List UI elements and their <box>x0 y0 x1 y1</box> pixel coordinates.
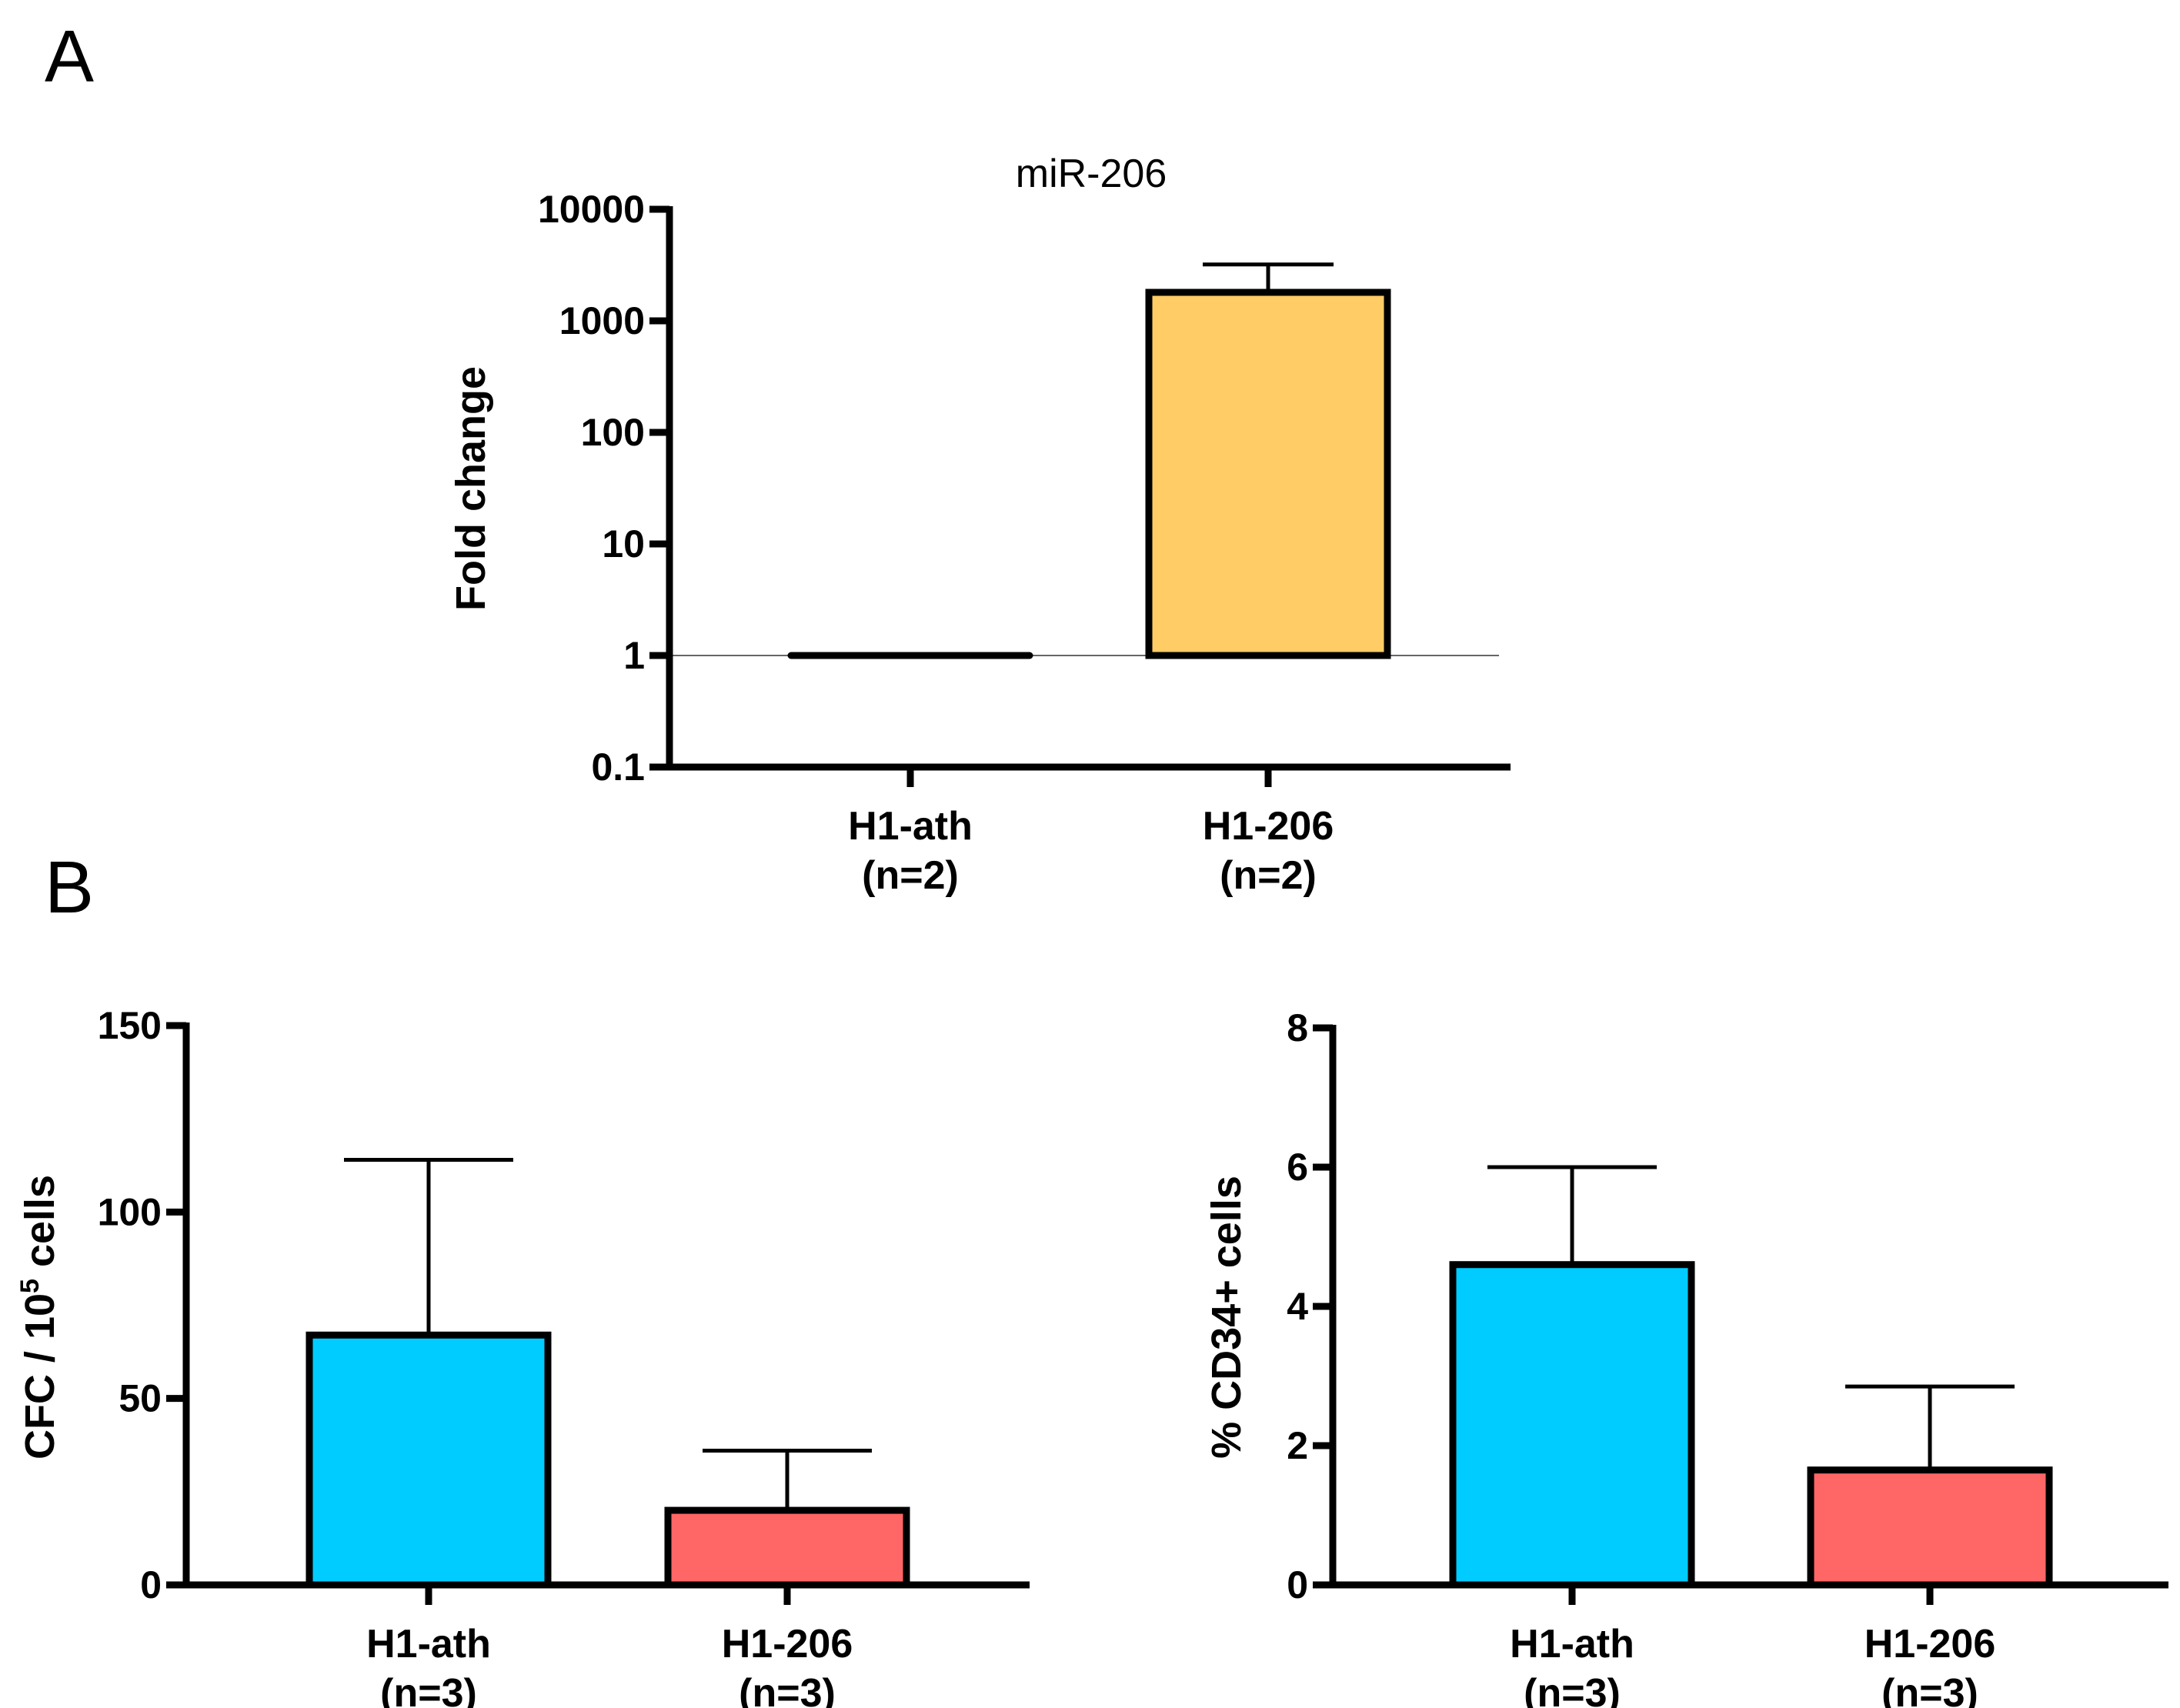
y-axis-title-text: Fold change <box>448 366 494 611</box>
y-tick-label: 1000 <box>559 299 645 342</box>
y-tick-label: 6 <box>1287 1146 1308 1189</box>
y-tick-label: 0 <box>1287 1563 1308 1606</box>
category-label: H1-206 <box>1865 1622 1996 1666</box>
y-axis-title-text: % CD34+ cells <box>1204 1176 1250 1459</box>
bar <box>1145 289 1391 659</box>
y-axis-title: Fold change <box>448 366 494 611</box>
category-label: H1-ath <box>1510 1622 1634 1666</box>
bar <box>305 1331 552 1589</box>
panel-a-letter: A <box>45 15 94 98</box>
bar <box>664 1506 910 1589</box>
chart-title: miR-206 <box>1016 152 1167 196</box>
y-axis-title: CFC / 105 cells <box>15 1175 63 1459</box>
category-sublabel: (n=2) <box>1220 853 1317 898</box>
category-sublabel: (n=2) <box>862 853 959 898</box>
chart-cd34: H1-ath (n=3) H1-206 (n=3) 0 2 4 6 8 % CD34+ cells <box>1204 1006 2168 1708</box>
y-tick-label: 8 <box>1287 1006 1308 1049</box>
y-tick-label: 1 <box>623 634 645 677</box>
y-tick-label: 2 <box>1287 1424 1308 1467</box>
panel-b-letter: B <box>45 846 94 929</box>
bar <box>1807 1466 2053 1589</box>
category-sublabel: (n=3) <box>1524 1671 1621 1708</box>
y-tick-label: 50 <box>119 1377 162 1420</box>
y-tick-label: 100 <box>98 1190 162 1233</box>
y-tick-label: 10 <box>602 522 645 565</box>
y-tick-label: 0 <box>140 1563 162 1606</box>
chart-fold-change: H1-ath(n=2)H1-206(n=2)0.1110100100010000… <box>448 152 1511 898</box>
y-tick-label: 10000 <box>538 188 645 231</box>
category-label: H1-206 <box>1203 804 1334 849</box>
y-axis-title-text: CFC / 10 <box>17 1293 63 1459</box>
bar <box>1449 1261 1695 1589</box>
category-label: H1-ath <box>848 804 973 849</box>
y-axis-title: % CD34+ cells <box>1204 1176 1250 1459</box>
y-tick-label: 0.1 <box>591 746 645 789</box>
category-label: H1-ath <box>366 1622 491 1666</box>
y-axis-title-suffix: cells <box>17 1175 63 1279</box>
category-sublabel: (n=3) <box>380 1671 477 1708</box>
y-tick-label: 150 <box>98 1004 162 1047</box>
y-axis-title-superscript: 5 <box>15 1279 45 1293</box>
y-tick-label: 4 <box>1287 1285 1308 1328</box>
category-sublabel: (n=3) <box>1881 1671 1978 1708</box>
category-label: H1-206 <box>722 1622 853 1666</box>
chart-cfc: H1-ath (n=3) H1-206 (n=3) 0 50 100 150 CFC / 105… <box>15 1004 1030 1708</box>
y-tick-label: 100 <box>581 411 645 454</box>
category-sublabel: (n=3) <box>739 1671 836 1708</box>
